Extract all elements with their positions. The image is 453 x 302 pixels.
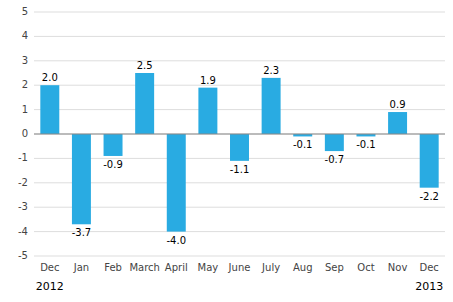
x-tick-label: July <box>261 262 280 273</box>
y-tick-label: 5 <box>22 6 28 17</box>
x-tick-label: Jan <box>73 262 89 273</box>
data-label: 2.5 <box>137 60 153 71</box>
grid-line <box>34 182 445 183</box>
chart-svg: -5 -4 -3 -2 -1 0 1 2 3 4 5 2.0 -3.7 -0.9 2.5 -4.0 1.9 -1.… <box>0 0 453 302</box>
bar <box>167 134 186 232</box>
bars <box>40 73 438 232</box>
y-tick-label: 0 <box>22 128 28 139</box>
grid-line <box>34 36 445 37</box>
data-label: -4.0 <box>167 235 187 246</box>
bar <box>325 134 344 151</box>
x-tick-label: May <box>198 262 219 273</box>
y-tick-label: -2 <box>18 177 28 188</box>
grid-line <box>34 134 445 135</box>
x-tick-label: Dec <box>420 262 439 273</box>
data-label: -2.2 <box>419 191 439 202</box>
bar <box>388 112 407 134</box>
data-label: 2.0 <box>42 72 58 83</box>
bar <box>104 134 123 156</box>
data-label: 2.3 <box>263 65 279 76</box>
x-tick-label: March <box>129 262 159 273</box>
y-tick-label: -4 <box>18 226 28 237</box>
chart-container: -5 -4 -3 -2 -1 0 1 2 3 4 5 2.0 -3.7 -0.9 2.5 -4.0 1.9 -1.… <box>0 0 453 302</box>
x-tick-label: Aug <box>293 262 313 273</box>
year-label: 2013 <box>415 280 443 293</box>
x-tick-label: Dec <box>40 262 59 273</box>
grid-line <box>34 85 445 86</box>
bar <box>230 134 249 161</box>
bar <box>135 73 154 134</box>
bar <box>198 88 217 134</box>
grid-line <box>34 109 445 110</box>
year-label: 2012 <box>36 280 64 293</box>
x-tick-label: Nov <box>388 262 408 273</box>
x-tick-label: Oct <box>357 262 374 273</box>
data-label: -0.1 <box>293 139 313 150</box>
x-tick-label: June <box>228 262 251 273</box>
data-label: 1.9 <box>200 75 216 86</box>
data-label: -0.7 <box>325 154 345 165</box>
bar <box>420 134 439 188</box>
data-label: 0.9 <box>390 99 406 110</box>
data-label: -0.1 <box>356 139 376 150</box>
y-tick-label: -5 <box>18 250 28 261</box>
bar <box>262 78 281 134</box>
grid-line <box>34 207 445 208</box>
grid-line <box>34 60 445 61</box>
x-tick-label: April <box>165 262 188 273</box>
data-label: -3.7 <box>72 227 92 238</box>
grid-line <box>34 231 445 232</box>
y-tick-label: 1 <box>22 104 28 115</box>
y-tick-label: -1 <box>18 152 28 163</box>
data-label: -1.1 <box>230 164 250 175</box>
grid-line <box>34 12 445 13</box>
x-tick-label: Feb <box>104 262 122 273</box>
y-tick-label: 4 <box>22 30 28 41</box>
x-tick-label: Sep <box>325 262 344 273</box>
bar <box>40 85 59 134</box>
y-tick-label: 3 <box>22 55 28 66</box>
bar <box>72 134 91 224</box>
y-tick-label: -3 <box>18 201 28 212</box>
data-label: -0.9 <box>103 159 123 170</box>
y-tick-label: 2 <box>22 79 28 90</box>
grid-line <box>34 256 445 257</box>
baseline <box>34 134 445 135</box>
